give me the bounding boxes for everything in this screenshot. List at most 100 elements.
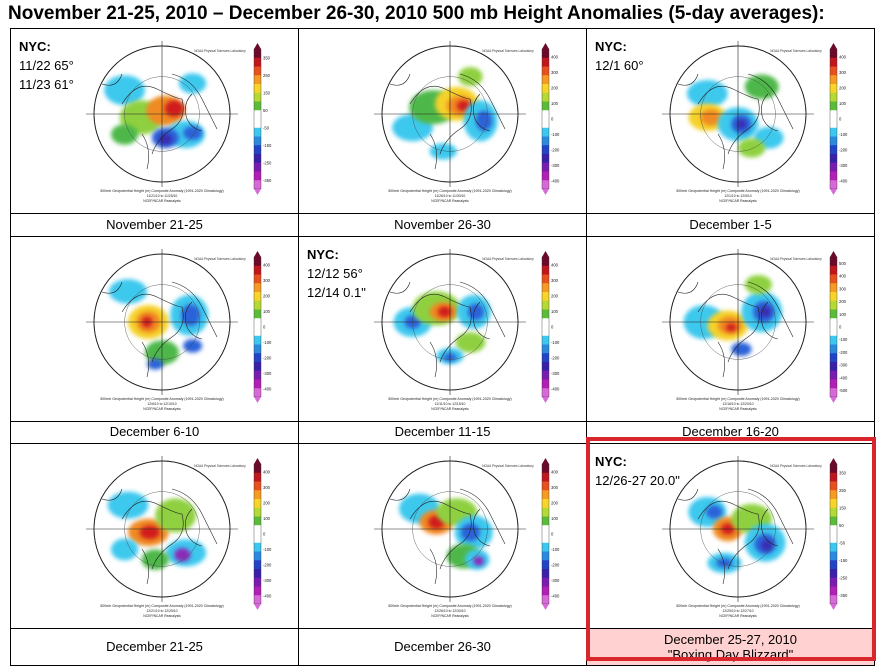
anomaly-region	[467, 303, 484, 320]
map-footer-line: 500mb Geopotential Height (m) Composite …	[676, 604, 799, 608]
latitude-circle	[700, 491, 776, 567]
colorbar-tick-label: 400	[263, 262, 271, 267]
colorbar-segment	[542, 490, 549, 500]
colorbar-segment	[254, 379, 261, 389]
colorbar-segment	[542, 464, 549, 474]
colorbar-segment	[830, 291, 837, 301]
colorbar-tick-label: -150	[839, 558, 848, 563]
panel-caption: December 6-10	[10, 420, 299, 445]
colorbar-tick-label: -200	[839, 350, 848, 355]
nyc-observation: 11/22 65°	[19, 58, 74, 73]
nyc-note: NYC: 12/26-27 20.0"	[595, 452, 680, 490]
colorbar-tick-label: 400	[839, 54, 847, 59]
colorbar-tick-label: -200	[263, 563, 272, 568]
anomaly-region	[164, 100, 184, 117]
coastlines	[101, 73, 218, 170]
colorbar-segment	[254, 551, 261, 561]
nyc-label: NYC:	[307, 246, 339, 262]
panel-cell: NOAA Physical Sciences Laboratory 500mb G…	[10, 27, 299, 215]
colorbar-segment	[542, 110, 549, 120]
anomaly-region	[473, 556, 484, 566]
colorbar-segment	[542, 481, 549, 491]
colorbar-segment	[254, 110, 261, 120]
anomaly-region	[687, 80, 728, 108]
map-footer-line: NCEP/NCAR Reanalysis	[719, 407, 757, 411]
anomaly-map: NOAA Physical Sciences Laboratory 500mb G…	[86, 456, 272, 618]
colorbar-tick-label: -350	[839, 593, 848, 598]
colorbar-tick-label: 300	[839, 286, 847, 291]
map-footer-line: NCEP/NCAR Reanalysis	[719, 614, 757, 618]
colorbar-segment	[542, 154, 549, 164]
latitude-circle	[700, 76, 776, 152]
colorbar-segment	[830, 542, 837, 552]
panel-cell: NOAA Physical Sciences Laboratory 500mb G…	[586, 235, 875, 422]
colorbar-tick-label: 350	[263, 55, 271, 60]
colorbar-arrow-bottom	[830, 189, 837, 195]
anomaly-field	[688, 497, 786, 574]
anomaly-field	[687, 74, 784, 158]
colorbar-arrow-bottom	[254, 396, 261, 403]
panel-caption: December 11-15	[298, 420, 587, 445]
colorbar-tick-label: 250	[839, 488, 847, 493]
map-credit: NOAA Physical Sciences Laboratory	[482, 464, 534, 468]
map-footer-line: 12/21/10 to 12/25/10	[146, 609, 177, 613]
colorbar-segment	[830, 84, 837, 94]
map-footer-line: 11/21/10 to 11/25/10	[147, 194, 178, 198]
colorbar-segment	[830, 66, 837, 76]
colorbar-arrow-top	[542, 43, 549, 49]
colorbar-segment	[254, 145, 261, 155]
colorbar-segment	[542, 162, 549, 172]
map-credit: NOAA Physical Sciences Laboratory	[194, 464, 246, 468]
anomaly-region	[456, 100, 471, 112]
colorbar-tick-label: 400	[839, 273, 847, 278]
panel-cell: NOAA Physical Sciences Laboratory 500mb G…	[298, 27, 587, 215]
colorbar-segment	[254, 560, 261, 570]
colorbar-segment	[542, 274, 549, 284]
colorbar-segment	[542, 507, 549, 517]
colorbar-segment	[254, 534, 261, 544]
colorbar-segment	[830, 551, 837, 561]
colorbar-segment	[254, 162, 261, 172]
panel-cell: NOAA Physical Sciences Laboratory 500mb G…	[298, 235, 587, 422]
colorbar-segment	[254, 595, 261, 605]
map-footer-line: NCEP/NCAR Reanalysis	[431, 407, 469, 411]
colorbar-tick-label: -300	[263, 371, 272, 376]
map-footer-line: 11/26/10 to 11/30/10	[435, 194, 466, 198]
colorbar-segment	[254, 282, 261, 292]
colorbar-segment	[254, 154, 261, 164]
colorbar-tick-label: 300	[263, 485, 271, 490]
colorbar-tick-label: 300	[551, 70, 559, 75]
hemisphere-border	[93, 253, 231, 391]
colorbar-segment	[542, 136, 549, 146]
map-credit: NOAA Physical Sciences Laboratory	[482, 49, 534, 53]
map-footer-line: NCEP/NCAR Reanalysis	[719, 199, 757, 203]
colorbar-segment	[830, 595, 837, 605]
colorbar-tick-label: -400	[839, 179, 848, 184]
anomaly-region	[155, 498, 197, 533]
colorbar-segment	[542, 387, 549, 397]
colorbar-segment	[830, 119, 837, 129]
hemisphere-border	[381, 45, 519, 183]
colorbar-segment	[254, 127, 261, 137]
colorbar-segment	[830, 507, 837, 517]
colorbar-segment	[254, 317, 261, 327]
hemisphere-border	[669, 253, 807, 391]
panel-caption: December 1-5	[586, 213, 875, 237]
colorbar-segment	[830, 49, 837, 59]
colorbar-segment	[542, 560, 549, 570]
coastlines	[101, 281, 218, 377]
colorbar-segment	[542, 256, 549, 266]
latitude-circle	[412, 283, 488, 360]
colorbar-tick-label: -300	[839, 362, 848, 367]
coastlines	[677, 281, 794, 377]
anomaly-region	[107, 491, 149, 519]
anomaly-region	[139, 525, 160, 540]
caption-line: "Boxing Day Blizzard"	[667, 647, 794, 663]
anomaly-map: NOAA Physical Sciences Laboratory 500mb G…	[374, 41, 560, 203]
colorbar-tick-label: -350	[263, 178, 272, 183]
colorbar-segment	[542, 171, 549, 181]
colorbar-segment	[542, 92, 549, 102]
colorbar-segment	[254, 171, 261, 181]
colorbar-segment	[542, 75, 549, 85]
map-footer-line: NCEP/NCAR Reanalysis	[143, 407, 181, 411]
